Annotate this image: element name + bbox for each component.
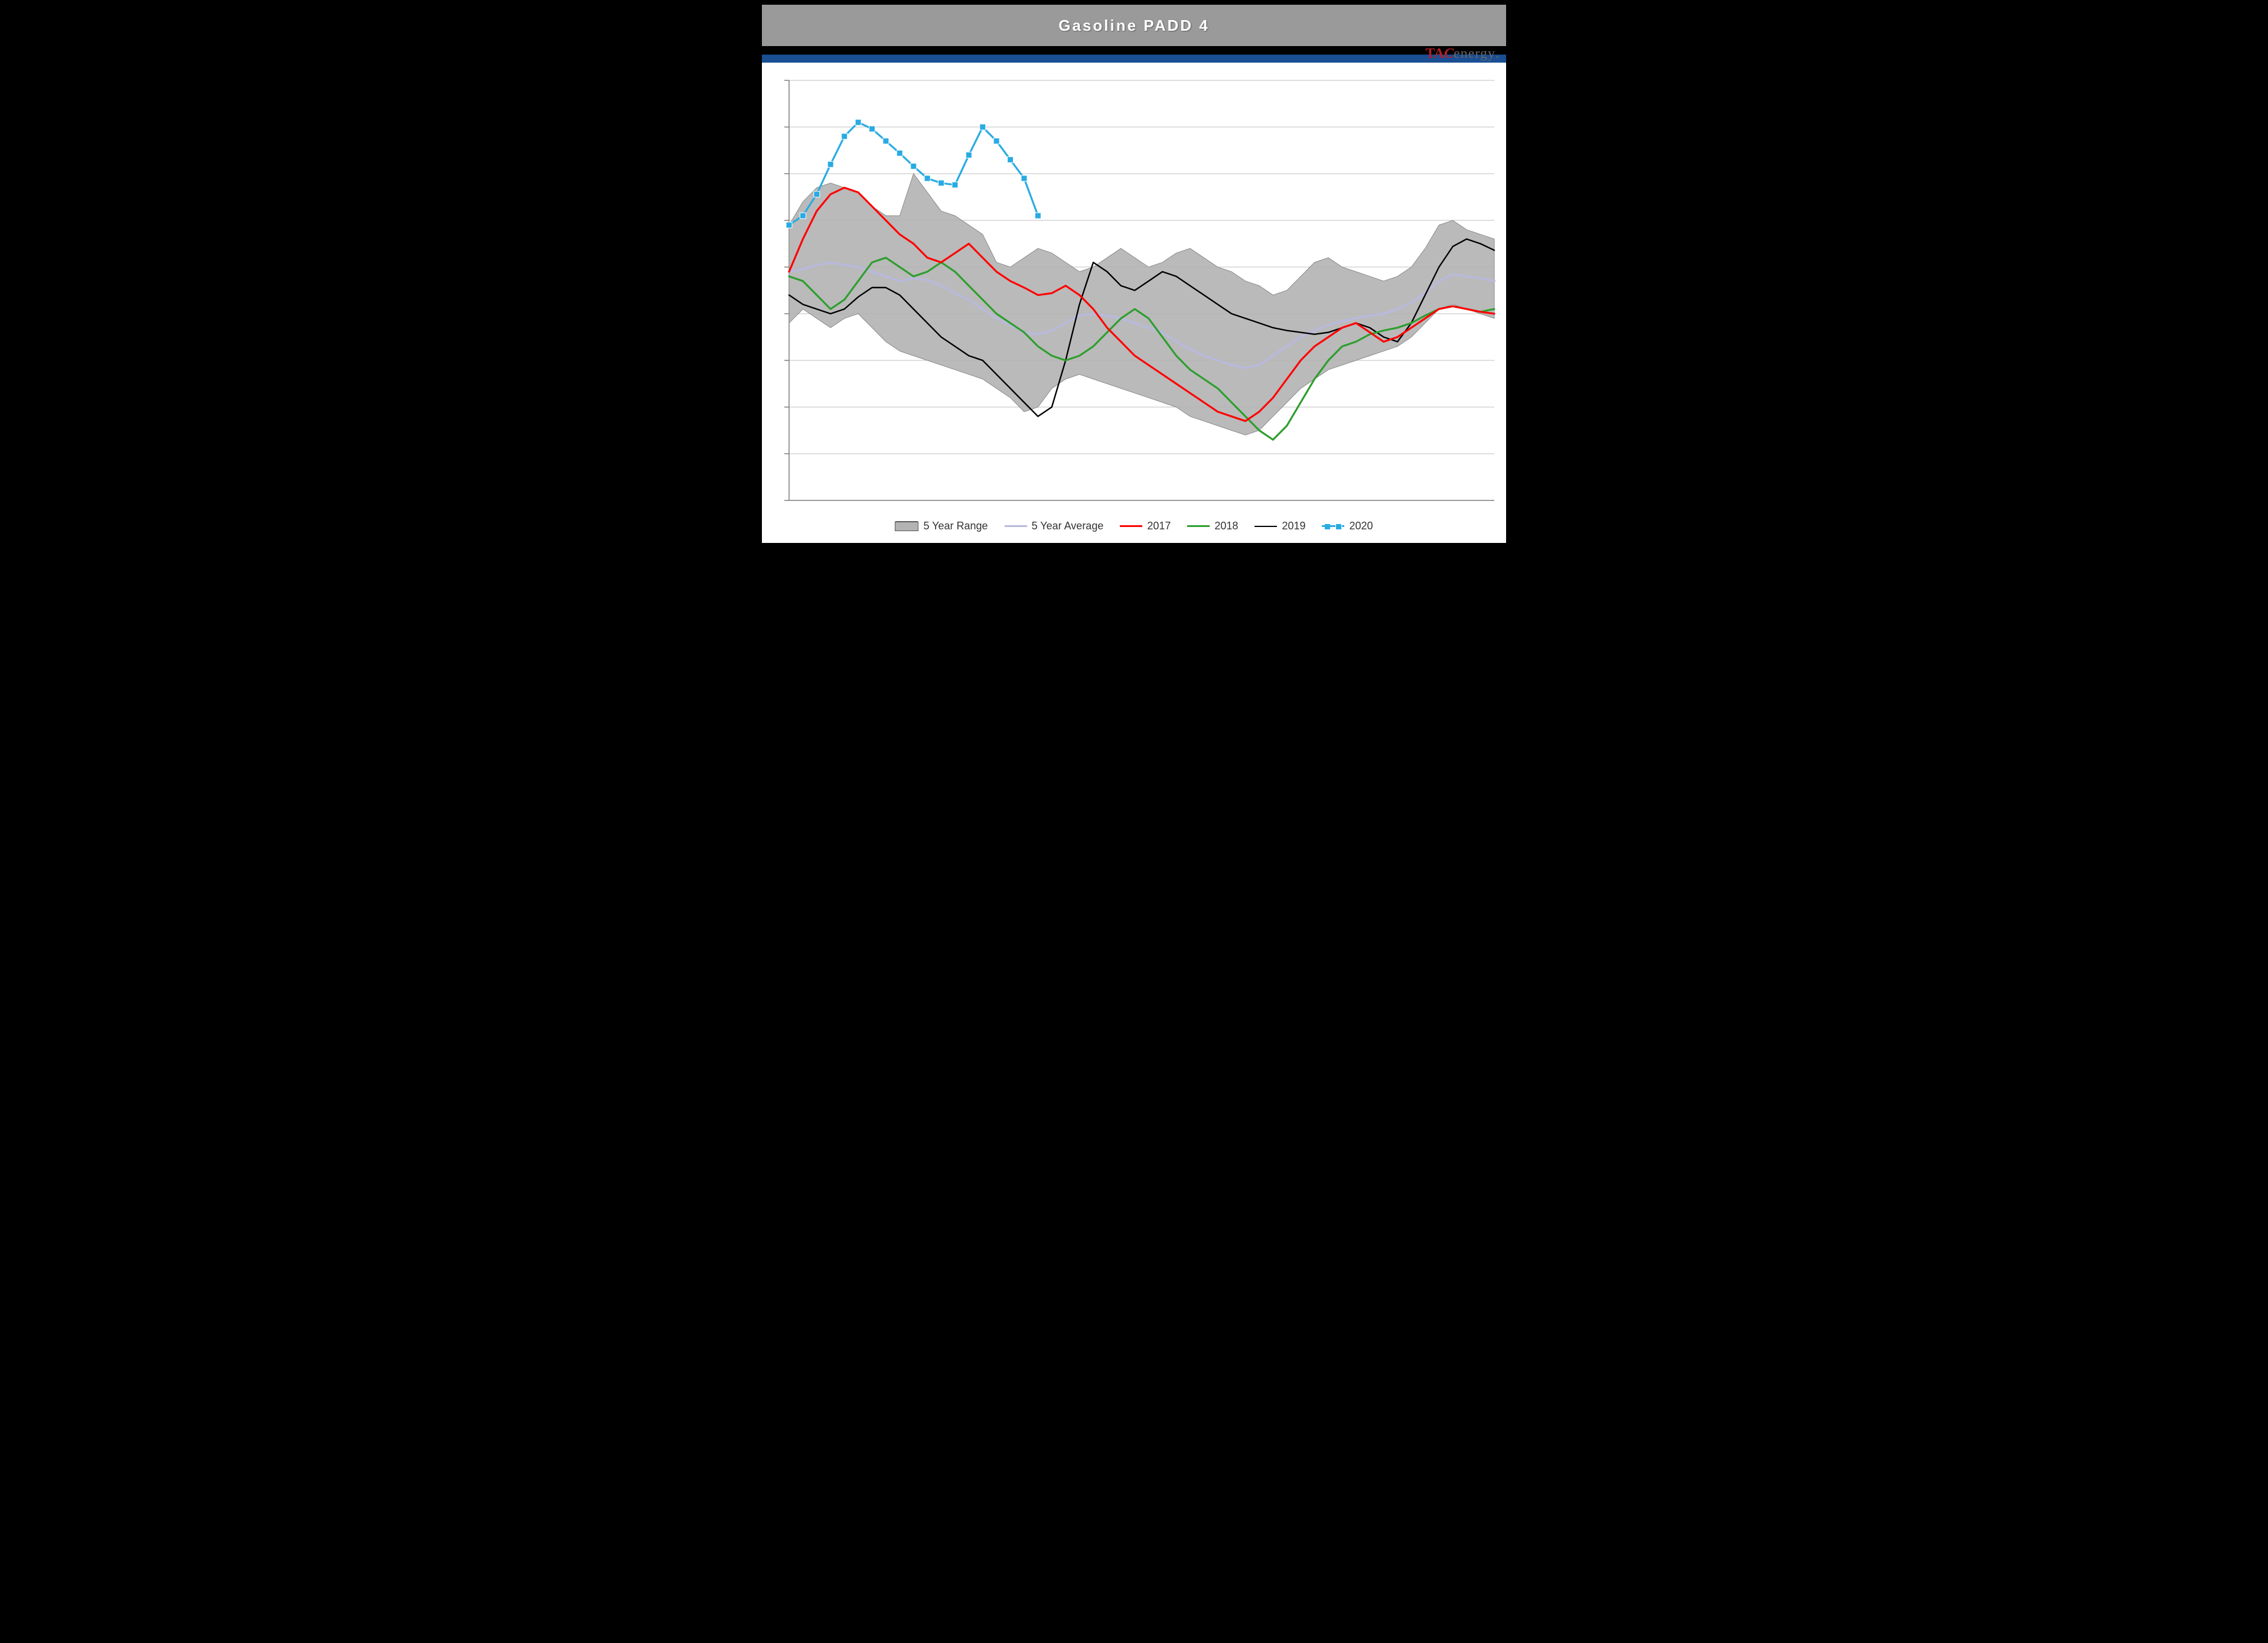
legend-swatch-range	[895, 522, 918, 531]
logo-dot: .	[1495, 46, 1499, 61]
legend-swatch-2019	[1254, 526, 1277, 527]
logo-en: energy	[1454, 46, 1495, 61]
legend-label-2017: 2017	[1147, 520, 1171, 532]
logo-ta: TA	[1426, 46, 1445, 61]
legend-label-2018: 2018	[1214, 520, 1238, 532]
chart-svg	[762, 63, 1506, 543]
legend-label-2019: 2019	[1282, 520, 1305, 532]
legend-swatch-avg	[1005, 525, 1027, 527]
logo-c: C	[1444, 46, 1454, 61]
legend-label-2020: 2020	[1349, 520, 1373, 532]
legend-item-range: 5 Year Range	[895, 520, 988, 532]
chart-header: Gasoline PADD 4	[762, 5, 1506, 46]
legend-item-avg: 5 Year Average	[1005, 520, 1104, 532]
chart-container: Gasoline PADD 4 TACenergy. 5 Year Range …	[756, 0, 1512, 548]
legend-item-2020: 2020	[1322, 520, 1373, 532]
legend-swatch-2020	[1322, 525, 1344, 527]
legend-swatch-2018	[1187, 525, 1210, 527]
legend-label-range: 5 Year Range	[923, 520, 988, 532]
legend-item-2017: 2017	[1120, 520, 1171, 532]
legend-swatch-2017	[1120, 525, 1142, 527]
legend-item-2019: 2019	[1254, 520, 1305, 532]
legend-item-2018: 2018	[1187, 520, 1238, 532]
brand-logo: TACenergy.	[1426, 46, 1499, 62]
legend-label-avg: 5 Year Average	[1032, 520, 1104, 532]
legend: 5 Year Range 5 Year Average 2017 2018 20…	[762, 520, 1506, 532]
plot-area: 5 Year Range 5 Year Average 2017 2018 20…	[762, 63, 1506, 543]
chart-title: Gasoline PADD 4	[1058, 17, 1209, 35]
